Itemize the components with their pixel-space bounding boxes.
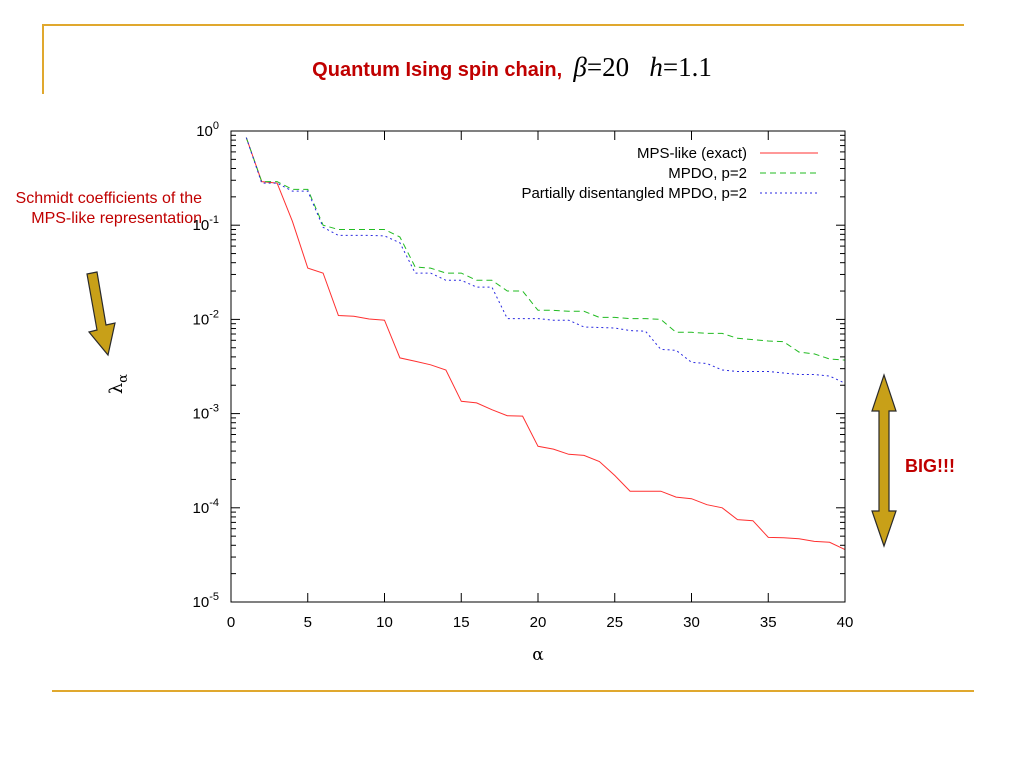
legend-label-1: MPS-like (exact) [637,145,747,162]
beta-equation: β=20 h=1.1 [567,52,712,82]
plot-frame [230,130,846,603]
x-tick-labels: 0 5 10 15 20 25 30 35 40 [227,614,854,631]
y-tick-label: 10-5 [193,591,219,611]
h-value: =1.1 [662,52,712,82]
beta-symbol: β [573,52,587,82]
schmidt-annotation: Schmidt coefficients of the MPS-like rep… [15,190,202,227]
x-tick-label: 40 [837,614,854,631]
title-text: Quantum Ising spin chain, [312,59,563,81]
y-axis-label-main: λ [106,383,127,394]
slide-title: Quantum Ising spin chain, β=20 h=1.1 [0,52,1024,83]
x-tick-label: 15 [453,614,470,631]
x-tick-label: 25 [606,614,623,631]
series-layer [245,137,846,551]
big-annotation: BIG!!! [905,456,955,476]
y-tick-label: 10-2 [193,308,219,328]
beta-value: =20 [586,52,630,82]
x-tick-label: 35 [760,614,777,631]
bottom-rule [52,690,974,692]
y-axis-label-sub: α [116,374,131,383]
tick-marks [230,130,846,603]
h-symbol: h [649,52,663,82]
series-line-1 [245,137,846,551]
top-rule [42,24,964,26]
x-tick-label: 20 [530,614,547,631]
y-tick-label: 10-4 [193,497,219,517]
x-tick-label: 10 [376,614,393,631]
series-line-3 [245,137,846,384]
legend-label-2: MPDO, p=2 [668,165,747,182]
left-rule [42,24,44,94]
arrow-down-icon [86,271,116,357]
y-tick-label: 100 [196,120,219,140]
x-axis-label: α [532,645,544,665]
x-tick-label: 0 [227,614,235,631]
x-tick-label: 30 [683,614,700,631]
y-tick-labels: 100 10-1 10-2 10-3 10-4 10-5 [193,120,219,611]
y-tick-label: 10-1 [193,214,219,234]
y-axis-label: λα [106,374,131,394]
double-arrow-icon [871,373,897,548]
series-line-2 [245,137,846,361]
legend: MPS-like (exact) MPDO, p=2 Partially disen… [521,145,818,202]
legend-label-3: Partially disentangled MPDO, p=2 [521,185,747,202]
y-tick-label: 10-3 [193,403,219,423]
x-tick-label: 5 [304,614,312,631]
